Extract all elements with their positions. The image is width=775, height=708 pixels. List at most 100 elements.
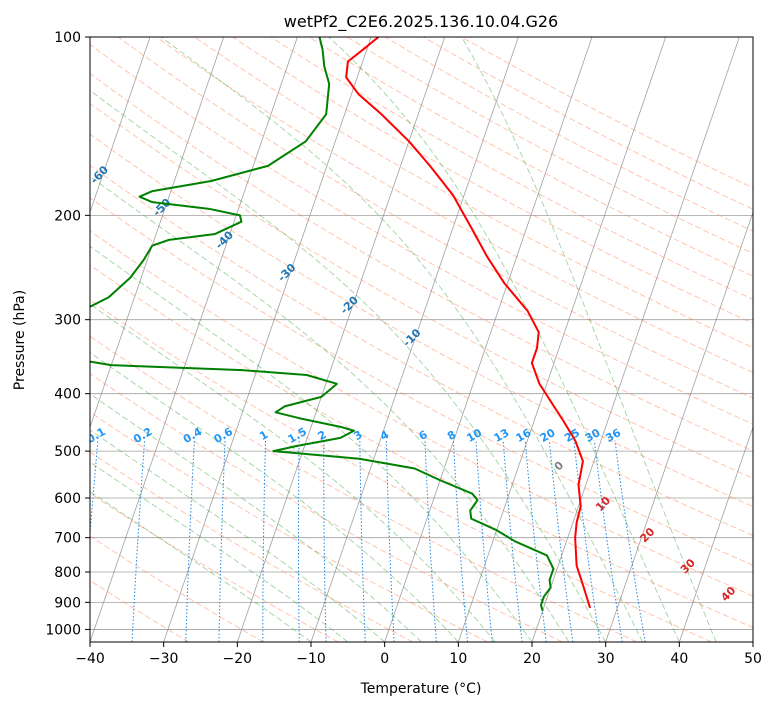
mixing-ratio-line bbox=[524, 440, 547, 642]
moist-adiabat-label: 40 bbox=[718, 584, 738, 604]
x-tick-label: −40 bbox=[75, 651, 105, 667]
dry-adiabat-line bbox=[90, 299, 712, 642]
y-tick-label: 400 bbox=[54, 387, 81, 403]
mixing-ratio-label: 8 bbox=[445, 428, 458, 443]
isotherm-line bbox=[605, 210, 753, 642]
moist-adiabat-line bbox=[461, 37, 717, 642]
x-tick-label: 20 bbox=[523, 651, 541, 667]
isotherm-line bbox=[163, 37, 372, 642]
mixing-ratio-label: 6 bbox=[417, 428, 430, 443]
dry-adiabat-line bbox=[308, 37, 753, 277]
mixing-ratio-line bbox=[185, 440, 195, 642]
isotherm-line bbox=[752, 640, 753, 642]
isotherm-line bbox=[678, 425, 753, 642]
x-tick-label: 0 bbox=[380, 651, 389, 667]
mixing-ratio-line bbox=[359, 440, 366, 642]
mixing-ratio-line bbox=[475, 440, 493, 642]
moist-adiabat-line bbox=[90, 461, 349, 642]
plot-area: -100-90-80-70-60-50-40-30-20-10010203040… bbox=[0, 37, 753, 642]
x-tick-label: 40 bbox=[670, 651, 688, 667]
dry-adiabat-line bbox=[90, 335, 638, 642]
isotherm-line bbox=[236, 37, 446, 642]
y-axis-label: Pressure (hPa) bbox=[12, 290, 28, 390]
mixing-ratio-line bbox=[323, 440, 327, 642]
isotherm-label: -70 bbox=[25, 130, 48, 153]
mixing-ratio-label: 13 bbox=[492, 426, 512, 445]
dry-adiabat-line bbox=[90, 373, 563, 642]
dry-adiabats bbox=[90, 37, 753, 642]
mixing-ratio-label: 1 bbox=[257, 428, 270, 443]
isotherm-line bbox=[457, 37, 667, 642]
dry-adiabat-line bbox=[90, 411, 488, 642]
chart-title: wetPf2_C2E6.2025.136.10.04.G26 bbox=[284, 12, 558, 32]
moist-adiabat-line bbox=[160, 37, 643, 642]
x-axis-label: Temperature (°C) bbox=[360, 681, 482, 697]
x-tick-label: 10 bbox=[449, 651, 467, 667]
moist-adiabat-line bbox=[90, 352, 459, 642]
mixing-ratio-line bbox=[385, 440, 395, 642]
mixing-ratio-line bbox=[593, 440, 623, 642]
mixing-ratio-label: 36 bbox=[603, 426, 623, 445]
mixing-ratio-line bbox=[297, 440, 300, 642]
reference-line-labels: -100-90-80-70-60-50-40-30-20-10010203040… bbox=[25, 130, 739, 604]
dry-adiabat-line bbox=[385, 37, 753, 232]
moist-adiabat-label: 10 bbox=[593, 494, 613, 514]
dry-adiabat-line bbox=[90, 102, 753, 479]
isotherm-line bbox=[0, 37, 3, 642]
dry-adiabat-line bbox=[90, 197, 753, 566]
dry-adiabat-line bbox=[90, 535, 264, 642]
x-tick-label: −30 bbox=[149, 651, 179, 667]
isotherm-grid bbox=[0, 37, 753, 642]
mixing-ratio-line bbox=[131, 440, 146, 642]
dry-adiabat-line bbox=[90, 492, 339, 642]
temperature-profile-line bbox=[345, 37, 592, 609]
moist-adiabat-line bbox=[90, 429, 385, 642]
moist-adiabat-label: 30 bbox=[678, 556, 698, 576]
x-tick-label: 30 bbox=[597, 651, 615, 667]
mixing-ratio-label: 16 bbox=[514, 426, 534, 445]
y-tick-label: 200 bbox=[54, 208, 81, 224]
y-tick-label: 300 bbox=[54, 313, 81, 329]
isobar-grid bbox=[90, 37, 753, 630]
sounding-profiles bbox=[90, 37, 592, 612]
isotherm-label: -10 bbox=[400, 326, 423, 349]
moist-adiabat-line bbox=[90, 89, 607, 642]
isotherm-line bbox=[90, 37, 298, 642]
plot-frame bbox=[89, 36, 754, 643]
y-tick-label: 700 bbox=[54, 531, 81, 547]
mixing-ratio-line bbox=[452, 440, 469, 642]
dewpoint-profile-line bbox=[90, 37, 555, 612]
mixing-ratio-line bbox=[218, 440, 226, 642]
mixing-ratio-label: 0.4 bbox=[181, 425, 205, 446]
y-tick-label: 800 bbox=[54, 565, 81, 581]
y-tick-label: 1000 bbox=[45, 622, 81, 638]
isotherm-line bbox=[310, 37, 519, 642]
isotherm-label: -30 bbox=[275, 261, 298, 284]
zero-isotherm-label: 0 bbox=[552, 458, 567, 473]
dry-adiabat-line bbox=[90, 133, 753, 508]
dry-adiabat-line bbox=[270, 37, 753, 300]
dry-adiabat-line bbox=[90, 164, 753, 537]
x-axis-ticks: −40 −30 −20 −10 0 10 20 30 40 50 bbox=[75, 642, 762, 667]
moist-adiabat-label: 20 bbox=[637, 525, 657, 545]
isotherm-line bbox=[384, 37, 593, 642]
isotherm-line bbox=[531, 37, 740, 642]
mixing-ratio-label: 10 bbox=[464, 426, 484, 445]
mixing-ratio-line bbox=[573, 440, 601, 642]
moist-adiabat-line bbox=[90, 393, 422, 642]
mixing-ratio-line bbox=[614, 440, 646, 642]
x-tick-label: −10 bbox=[296, 651, 326, 667]
dry-adiabat-line bbox=[90, 230, 753, 597]
mixing-ratio-line bbox=[90, 440, 99, 540]
mixing-ratio-label: 0.1 bbox=[84, 425, 107, 446]
moist-adiabat-line bbox=[90, 490, 312, 642]
mixing-ratio-line bbox=[262, 440, 267, 642]
y-tick-label: 900 bbox=[54, 595, 81, 611]
isotherm-line bbox=[90, 37, 151, 214]
moist-adiabat-line bbox=[90, 245, 533, 642]
mixing-ratio-line bbox=[548, 440, 574, 642]
moist-adiabat-line bbox=[328, 37, 680, 642]
dry-adiabat-line bbox=[117, 37, 753, 399]
mixing-ratio-line bbox=[424, 440, 437, 642]
